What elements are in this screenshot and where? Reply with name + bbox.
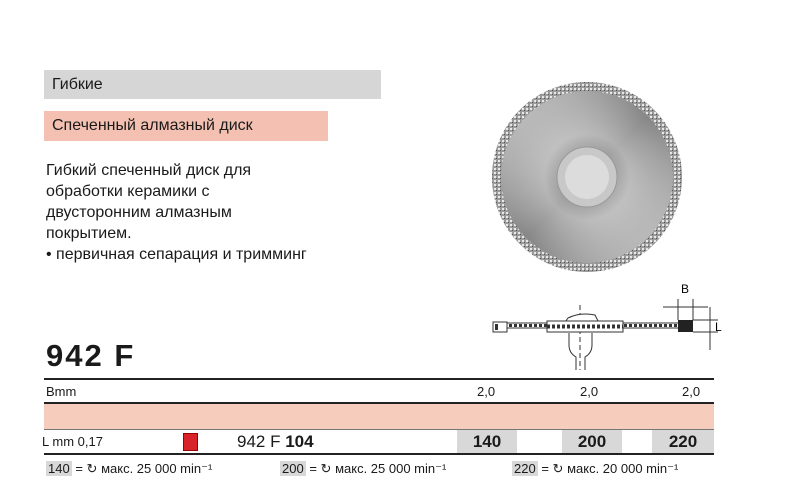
divider (44, 453, 714, 455)
rotation-icon: ↻ (86, 461, 98, 476)
desc-line: двусторонним алмазным (46, 204, 232, 221)
b-value: 2,0 (580, 384, 599, 399)
speed-size: 140 (46, 461, 72, 476)
article-size: 104 (285, 432, 314, 451)
desc-line: покрытием. (46, 225, 132, 242)
desc-line: обработки керамики с (46, 183, 210, 200)
model-number: 942 F (46, 338, 136, 373)
equals: = (309, 461, 317, 476)
divider (44, 378, 714, 380)
speed-size: 220 (512, 461, 538, 476)
speed-text: макс. 20 000 min⁻¹ (567, 461, 679, 476)
speed-note: 140 = ↻ макс. 25 000 min⁻¹ (46, 460, 212, 478)
b-label: Bmm (46, 384, 77, 399)
desc-line: Гибкий спеченный диск для (46, 162, 252, 179)
divider (44, 429, 714, 430)
dimension-b-label: B (681, 282, 689, 296)
size-cell: 140 (457, 430, 517, 453)
disc-image (492, 82, 682, 272)
color-band (44, 404, 714, 429)
disc-cross-section-diagram: B L (492, 282, 722, 370)
size-cell: 220 (652, 430, 714, 453)
rotation-icon: ↻ (320, 461, 332, 476)
category-header: Гибкие (44, 70, 381, 99)
dimension-l-label: L (715, 320, 722, 334)
product-subtitle: Спеченный алмазный диск (44, 111, 328, 141)
color-code-swatch (183, 433, 198, 451)
speed-note: 220 = ↻ макс. 20 000 min⁻¹ (512, 460, 678, 478)
speed-text: макс. 25 000 min⁻¹ (101, 461, 213, 476)
l-label: L mm 0,17 (42, 434, 103, 449)
speed-note: 200 = ↻ макс. 25 000 min⁻¹ (280, 460, 446, 478)
equals: = (541, 461, 549, 476)
description: Гибкий спеченный диск для обработки керам… (46, 160, 307, 265)
desc-line: • первичная сепарация и тримминг (46, 246, 307, 263)
b-value: 2,0 (477, 384, 496, 399)
b-value: 2,0 (682, 384, 701, 399)
size-cell: 200 (562, 430, 622, 453)
rotation-icon: ↻ (552, 461, 564, 476)
article-number: 942 F 104 (237, 431, 314, 452)
speed-size: 200 (280, 461, 306, 476)
speed-text: макс. 25 000 min⁻¹ (335, 461, 447, 476)
article-prefix: 942 F (237, 432, 281, 451)
divider (44, 402, 714, 404)
equals: = (75, 461, 83, 476)
